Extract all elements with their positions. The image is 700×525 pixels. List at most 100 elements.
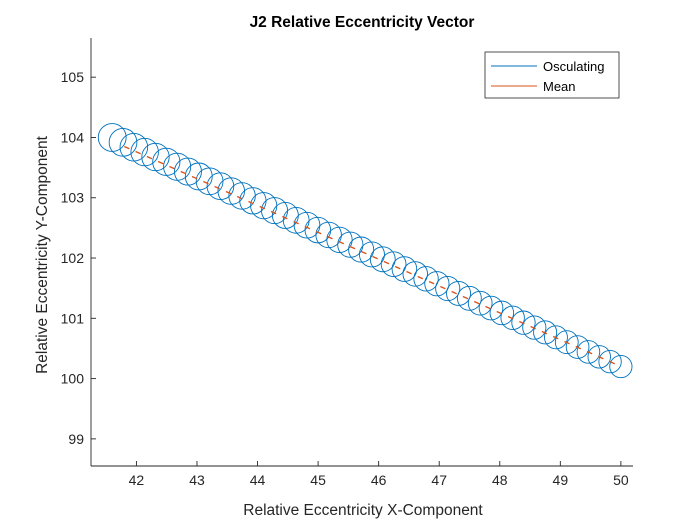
legend-label-mean: Mean — [543, 79, 576, 94]
x-tick-label: 43 — [189, 472, 205, 488]
osculating-loop — [315, 221, 342, 249]
osculating-loop — [446, 280, 472, 306]
x-axis: 42 43 44 45 46 47 48 49 50 — [129, 461, 629, 488]
mean-segment — [473, 300, 480, 305]
mean-segment — [586, 350, 593, 355]
osculating-loop — [533, 320, 558, 345]
mean-segment — [270, 210, 277, 215]
mean-segment — [338, 240, 345, 245]
mean-segment — [327, 235, 333, 240]
mean-segment — [406, 270, 412, 275]
osculating-loop — [467, 290, 493, 316]
x-axis-title: Relative Eccentricity X-Component — [243, 502, 483, 519]
x-tick-label: 42 — [129, 472, 145, 488]
mean-segment — [282, 215, 288, 220]
y-tick-label: 100 — [61, 371, 85, 387]
mean-segment — [203, 180, 209, 185]
osculating-loop — [456, 285, 482, 311]
osculating-loop — [609, 354, 633, 379]
mean-segment — [417, 275, 424, 280]
mean-segment — [124, 145, 130, 150]
mean-segment — [530, 325, 536, 330]
osculating-loop — [522, 315, 547, 340]
mean-segment — [361, 250, 367, 255]
x-tick-label: 45 — [310, 472, 326, 488]
mean-segment — [304, 225, 311, 230]
mean-segment — [191, 175, 198, 180]
osculating-loop — [500, 305, 525, 330]
mean-segment — [146, 155, 153, 160]
mean-segment — [440, 285, 446, 290]
mean-segment — [236, 195, 243, 200]
x-tick-label: 47 — [431, 472, 447, 488]
mean-segment — [169, 165, 175, 170]
mean-segment — [451, 290, 457, 295]
x-tick-label: 48 — [492, 472, 508, 488]
osculating-loop — [598, 350, 622, 374]
osculating-loop — [576, 340, 601, 364]
osculating-loop — [587, 345, 611, 369]
x-tick-label: 49 — [553, 472, 569, 488]
y-axis-title: Relative Eccentricity Y-Component — [34, 135, 51, 373]
osculating-loop — [369, 246, 396, 273]
mean-segment — [519, 320, 525, 325]
osculating-loop — [544, 325, 568, 350]
mean-segment — [541, 330, 548, 335]
y-tick-label: 102 — [61, 250, 85, 266]
osculating-loop — [304, 216, 332, 244]
y-tick-label: 99 — [68, 431, 84, 447]
osculating-loop — [337, 231, 364, 258]
legend: Osculating Mean — [484, 51, 620, 99]
osculating-loop — [380, 251, 407, 278]
mean-segment — [552, 335, 559, 340]
mean-segment — [349, 245, 356, 250]
osculating-loop — [402, 261, 428, 287]
osculating-loop — [326, 226, 353, 253]
mean-segment — [214, 185, 220, 190]
osculating-loop — [413, 266, 439, 292]
mean-segment — [609, 360, 615, 365]
mean-segment — [383, 260, 390, 265]
osculating-loop — [358, 241, 385, 268]
mean-segment — [496, 310, 503, 315]
mean-segment — [564, 340, 570, 345]
mean-segment — [394, 265, 401, 270]
osculating-loop — [391, 256, 418, 282]
y-tick-label: 104 — [61, 129, 85, 145]
mean-segment — [485, 305, 491, 310]
y-tick-label: 103 — [61, 190, 85, 206]
osculating-loop — [435, 276, 461, 302]
osculating-loop — [511, 310, 536, 335]
legend-box — [484, 51, 620, 99]
osculating-loop — [554, 330, 579, 355]
y-axis: 99 100 101 102 103 104 105 — [61, 69, 96, 447]
mean-segment — [180, 170, 187, 175]
chart-title: J2 Relative Eccentricity Vector — [250, 14, 475, 31]
mean-segment — [372, 255, 378, 260]
x-tick-label: 46 — [371, 472, 387, 488]
osculating-loop — [424, 271, 450, 297]
x-tick-label: 50 — [613, 472, 629, 488]
mean-segment — [259, 205, 266, 210]
mean-segment — [225, 190, 232, 195]
mean-segment — [462, 295, 469, 300]
mean-segment — [315, 230, 322, 235]
y-tick-label: 101 — [61, 310, 85, 326]
mean-segment — [135, 150, 141, 155]
mean-segment — [598, 355, 604, 360]
osculating-loop — [348, 236, 375, 263]
x-tick-label: 44 — [250, 472, 266, 488]
mean-segment — [248, 200, 254, 205]
axes-frame — [90, 38, 633, 467]
mean-segment — [293, 220, 299, 225]
mean-segment — [428, 280, 435, 285]
osculating-loop — [478, 295, 504, 321]
osculating-loop — [489, 300, 515, 326]
y-tick-label: 105 — [61, 69, 85, 85]
mean-segment — [157, 160, 164, 165]
osculating-loop — [565, 335, 590, 359]
mean-segment — [507, 315, 514, 320]
plot-area: 42 43 44 45 46 47 48 49 50 99 100 101 102 103 104 105 — [61, 38, 633, 488]
series-layer — [97, 123, 633, 379]
